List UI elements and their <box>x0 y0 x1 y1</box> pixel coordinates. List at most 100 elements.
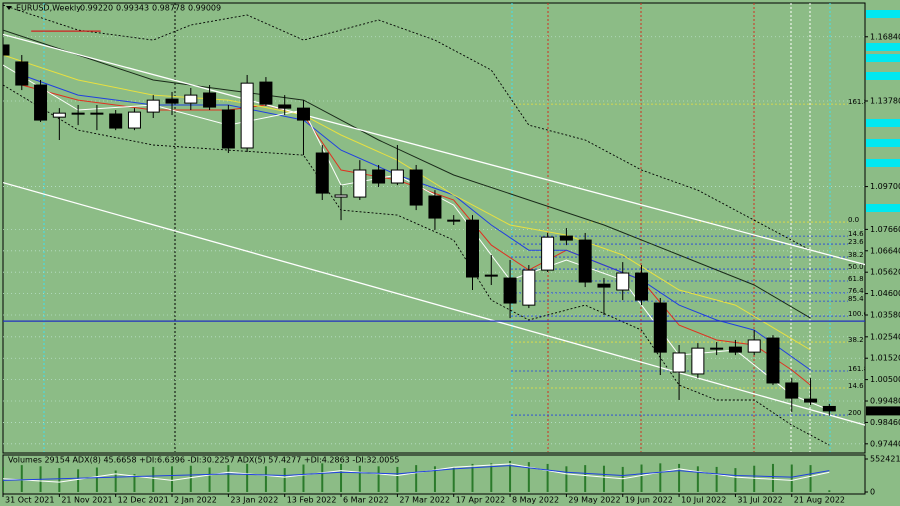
x-tick-label: 27 Mar 2022 <box>399 496 450 505</box>
x-tick-label: 29 May 2022 <box>568 496 620 505</box>
candle-body <box>34 84 48 121</box>
y-tick-label: 1.03580 <box>870 310 900 319</box>
candle-body <box>635 272 649 301</box>
x-tick-label: 17 Apr 2022 <box>456 496 505 505</box>
price-box <box>866 72 900 80</box>
candle-body <box>315 152 329 194</box>
candle-body <box>90 112 104 115</box>
trend-line <box>3 33 865 266</box>
candle-body <box>541 236 555 271</box>
y-tick-label: 1.07660 <box>870 225 900 234</box>
price-marker <box>866 406 900 416</box>
title-ohlc: 0.98778 <box>152 4 185 13</box>
price-box <box>866 43 900 51</box>
indicator-line <box>3 29 811 319</box>
y-tick-label: 1.02540 <box>870 332 900 341</box>
x-tick-label: 31 Oct 2021 <box>5 496 54 505</box>
candle-body <box>785 382 799 399</box>
x-tick-label: 12 Dec 2021 <box>118 496 169 505</box>
candle-body <box>372 169 386 184</box>
indicator-line <box>3 84 830 446</box>
candle-body <box>522 269 536 306</box>
price-box <box>866 159 900 167</box>
candle-body <box>447 219 461 222</box>
x-tick-label: 10 Jul 2022 <box>681 496 726 505</box>
price-box <box>866 54 900 62</box>
adx-line <box>3 465 830 481</box>
candle-body <box>184 94 198 104</box>
price-box <box>866 204 900 212</box>
y-tick-label: 1.16840 <box>870 32 900 41</box>
candle-body <box>221 109 235 149</box>
candle-body <box>484 274 498 277</box>
plot-frame <box>2 2 866 454</box>
candle-body <box>353 169 367 198</box>
candle-body <box>165 98 179 104</box>
title-marker <box>6 6 12 10</box>
price-box <box>866 119 900 127</box>
plot-area: 161.8 0.0 14.623.6 38.2 50.0 61.8 76.485.4 100.… <box>3 3 868 452</box>
candle-body <box>804 398 818 403</box>
candle-body <box>109 113 123 129</box>
candle-body <box>747 339 761 353</box>
x-tick-label: 13 Feb 2022 <box>287 496 337 505</box>
candle-body <box>203 92 217 108</box>
candle-body <box>278 104 292 109</box>
x-tick-label: 21 Nov 2021 <box>61 496 112 505</box>
candle-body <box>728 346 742 353</box>
candle-body <box>616 272 630 291</box>
candle-body <box>503 277 517 304</box>
candle-body <box>334 194 348 198</box>
y-tick-label: 0.97440 <box>870 439 900 448</box>
price-marker-label: 0.99009 <box>869 406 900 415</box>
x-tick-label: 23 Jan 2022 <box>230 496 278 505</box>
candle-body <box>597 283 611 288</box>
volume-tick-label: 0 <box>870 488 875 497</box>
fib-label: 61.8 <box>848 275 864 283</box>
fib-label: 0.0 <box>848 216 859 224</box>
fib-label: 161.8 <box>848 365 868 373</box>
y-tick-label: 1.13780 <box>870 96 900 105</box>
axes: 1.16840 1.13780 1.09700 1.07660 1.06640 1.056… <box>2 32 900 505</box>
fib-label: 161.8 <box>848 98 868 106</box>
candle-body <box>146 99 160 113</box>
volume-tick-label: 552421 <box>870 455 900 464</box>
fib-label: 23.6 <box>848 238 864 246</box>
fib-label: 14.6 <box>848 230 864 238</box>
x-tick-label: 6 Mar 2022 <box>343 496 389 505</box>
y-tick-label: 1.00500 <box>870 375 900 384</box>
fib-label: 200 <box>848 409 861 417</box>
chart-title: EURUSD,Weekly <box>16 4 81 13</box>
candle-body <box>71 112 85 115</box>
fib-label: 85.4 <box>848 295 864 303</box>
price-box <box>866 139 900 147</box>
price-box <box>866 10 900 18</box>
candle-body <box>259 81 273 105</box>
volume-label: Volumes 29154 ADX(8) 45.6658 +DI:6.6396 … <box>8 456 400 465</box>
fib-label: 100.0 <box>848 310 868 318</box>
x-tick-label: 2 Jan 2022 <box>174 496 217 505</box>
x-tick-label: 19 Jun 2022 <box>625 496 673 505</box>
volume-pane <box>3 460 831 492</box>
y-tick-label: 1.09700 <box>870 182 900 191</box>
fib-label: 50.0 <box>848 263 864 271</box>
candle-body <box>653 302 667 353</box>
y-tick-label: 1.06640 <box>870 246 900 255</box>
indicator-line <box>3 54 811 351</box>
x-tick-label: 21 Aug 2022 <box>794 496 845 505</box>
candle-body <box>578 239 592 283</box>
candle-body <box>466 219 479 278</box>
x-tick-label: 8 May 2022 <box>512 496 559 505</box>
candle-body <box>390 169 404 184</box>
title-ohlc: 0.99220 <box>80 4 113 13</box>
title-ohlc: 0.99009 <box>188 4 221 13</box>
fib-label: 38.2 <box>848 251 864 259</box>
candle-body <box>710 347 724 350</box>
price-highlights <box>866 10 900 212</box>
y-tick-label: 1.05620 <box>870 268 900 277</box>
fib-label: 76.4 <box>848 287 864 295</box>
indicator-line <box>3 4 811 251</box>
candle-body <box>52 112 66 118</box>
